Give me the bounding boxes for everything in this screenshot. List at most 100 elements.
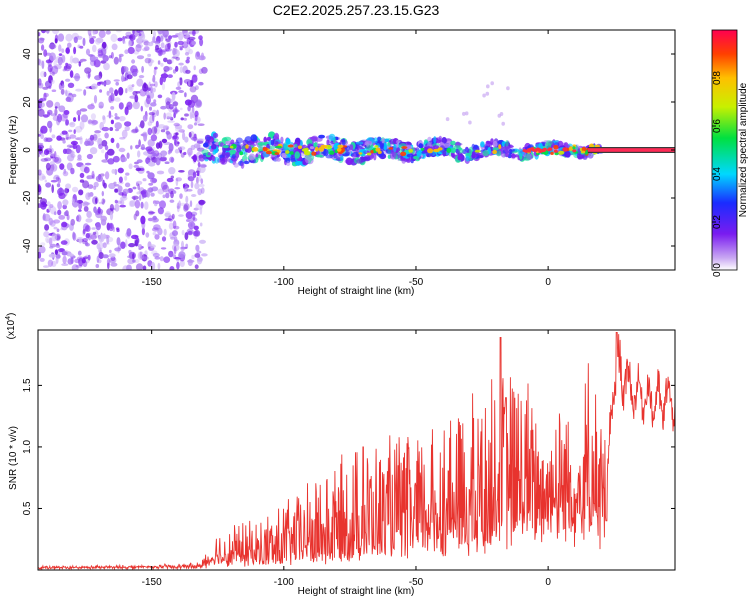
noise-speckle	[84, 140, 91, 146]
noise-speckle	[95, 38, 101, 45]
noise-speckle	[66, 214, 70, 221]
noise-speckle	[116, 227, 120, 231]
band-speckle	[356, 158, 364, 164]
noise-speckle	[49, 204, 54, 208]
noise-speckle	[135, 144, 140, 149]
top-y-axis-ticks: -40 -20 0 20 40	[22, 48, 675, 253]
outlier-speckle	[462, 111, 466, 116]
noise-speckle	[153, 30, 156, 38]
noise-speckle	[93, 137, 101, 142]
noise-speckle	[175, 86, 182, 91]
band-speckle	[355, 141, 364, 145]
noise-speckle	[149, 91, 155, 99]
noise-speckle	[183, 32, 190, 36]
noise-speckle	[117, 244, 122, 250]
noise-speckle	[90, 119, 98, 126]
noise-speckle	[141, 189, 148, 198]
noise-speckle	[144, 201, 149, 210]
band-speckle	[233, 162, 239, 168]
trace-speckle	[548, 147, 553, 151]
noise-speckle	[137, 150, 141, 158]
noise-speckle	[97, 137, 103, 145]
noise-speckle	[135, 210, 140, 217]
band-speckle	[450, 140, 456, 146]
noise-speckle	[148, 112, 156, 116]
noise-speckle	[89, 147, 98, 155]
noise-speckle	[159, 157, 167, 162]
noise-speckle	[175, 126, 183, 133]
noise-speckle	[45, 137, 53, 143]
noise-speckle	[45, 148, 52, 153]
band-speckle	[399, 157, 407, 162]
outlier-speckle	[486, 84, 490, 89]
band-speckle	[219, 142, 224, 147]
noise-speckle	[106, 236, 114, 243]
noise-speckle	[171, 135, 179, 141]
noise-speckle	[177, 31, 184, 41]
noise-speckle	[70, 218, 75, 226]
noise-speckle	[188, 131, 192, 138]
noise-speckle	[102, 199, 106, 203]
noise-speckle	[118, 86, 124, 96]
noise-speckle	[97, 206, 101, 214]
noise-speckle	[114, 116, 120, 120]
noise-speckle	[157, 207, 164, 215]
noise-speckle	[106, 257, 111, 266]
noise-speckle	[113, 79, 120, 82]
noise-speckle	[89, 134, 94, 141]
noise-speckle	[49, 52, 56, 61]
noise-speckle	[50, 153, 56, 158]
noise-speckle	[113, 181, 117, 185]
band-speckle	[304, 155, 311, 164]
noise-speckle	[174, 41, 178, 48]
noise-speckle	[53, 226, 58, 230]
noise-speckle	[98, 201, 105, 205]
noise-speckle	[103, 182, 107, 189]
noise-speckle	[170, 175, 174, 179]
outlier-speckle	[482, 93, 486, 98]
noise-speckle	[43, 49, 48, 57]
noise-speckle	[190, 180, 194, 189]
y-tick-label: 0.5	[22, 501, 33, 515]
noise-speckle	[117, 37, 123, 42]
noise-speckle	[43, 265, 50, 268]
noise-speckle	[83, 206, 89, 212]
noise-speckle	[95, 175, 103, 182]
noise-speckle	[47, 259, 54, 267]
noise-speckle	[179, 202, 186, 206]
noise-speckle	[128, 249, 132, 255]
noise-speckle	[68, 149, 74, 155]
noise-speckle	[76, 256, 84, 261]
band-speckle	[238, 144, 246, 150]
noise-speckle	[52, 156, 59, 163]
noise-speckle	[186, 219, 191, 222]
noise-speckle	[50, 206, 57, 215]
noise-speckle	[173, 236, 178, 242]
noise-speckle	[70, 153, 76, 158]
noise-speckle	[152, 87, 156, 93]
band-speckle	[326, 139, 330, 147]
noise-speckle	[200, 187, 205, 194]
band-core-speckle	[265, 150, 272, 155]
x-tick-label: -50	[409, 277, 424, 288]
noise-speckle	[124, 175, 128, 181]
noise-speckle	[185, 195, 189, 204]
noise-speckle	[152, 252, 160, 258]
noise-speckle	[67, 82, 75, 89]
noise-speckle	[154, 125, 158, 134]
x-tick-label: 0	[545, 277, 551, 288]
noise-speckle	[199, 239, 206, 244]
band-speckle	[366, 142, 369, 147]
noise-speckle	[140, 201, 144, 209]
band-speckle	[211, 144, 217, 150]
noise-speckle	[86, 175, 94, 180]
noise-speckle	[140, 144, 145, 151]
noise-speckle	[57, 56, 63, 66]
noise-speckle	[79, 120, 85, 130]
noise-speckle	[153, 99, 157, 104]
noise-speckle	[40, 242, 46, 247]
noise-speckle	[174, 187, 181, 190]
noise-speckle	[195, 244, 200, 252]
band-speckle	[383, 142, 388, 151]
noise-speckle	[196, 138, 204, 144]
